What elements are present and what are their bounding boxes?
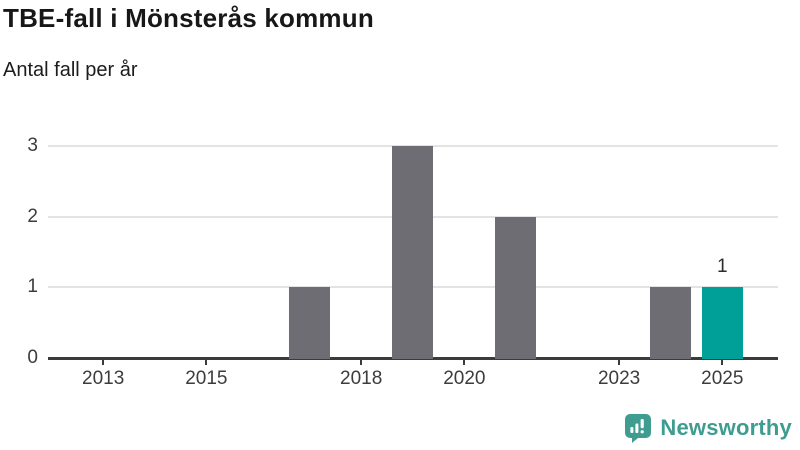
bar-chart-speech-bubble-icon xyxy=(625,413,652,443)
bar-value-label-2025: 1 xyxy=(716,256,728,278)
x-axis-tick-mark xyxy=(721,359,724,365)
y-axis-tick-label: 2 xyxy=(27,205,38,227)
bar-2019 xyxy=(392,146,434,359)
x-axis-tick-label: 2018 xyxy=(340,368,383,389)
x-axis-tick-mark xyxy=(102,359,105,365)
x-axis-tick-mark xyxy=(618,359,621,365)
x-axis-tick-label: 2025 xyxy=(701,368,744,389)
bar-2024 xyxy=(650,287,692,359)
newsworthy-wordmark: Newsworthy xyxy=(660,415,792,440)
bar-2025 xyxy=(701,287,743,359)
x-axis-tick-label: 2015 xyxy=(185,368,228,389)
x-axis-tick-mark xyxy=(205,359,208,365)
x-axis-tick-label: 2020 xyxy=(443,368,486,389)
bar-2017 xyxy=(289,287,331,359)
y-axis-tick-label: 0 xyxy=(27,347,38,368)
chart-subtitle: Antal fall per år xyxy=(3,59,138,81)
y-axis-tick-label: 1 xyxy=(27,276,38,298)
y-axis-tick-label: 3 xyxy=(27,135,38,156)
x-axis-tick-label: 2023 xyxy=(597,368,641,389)
newsworthy-logo[interactable]: Newsworthy xyxy=(625,412,792,444)
bar-2021 xyxy=(495,216,537,359)
x-axis-tick-label: 2013 xyxy=(82,368,125,389)
chart-title: TBE-fall i Mönsterås kommun xyxy=(3,3,374,33)
x-axis-tick-mark xyxy=(463,359,466,365)
x-axis-tick-mark xyxy=(360,359,363,365)
